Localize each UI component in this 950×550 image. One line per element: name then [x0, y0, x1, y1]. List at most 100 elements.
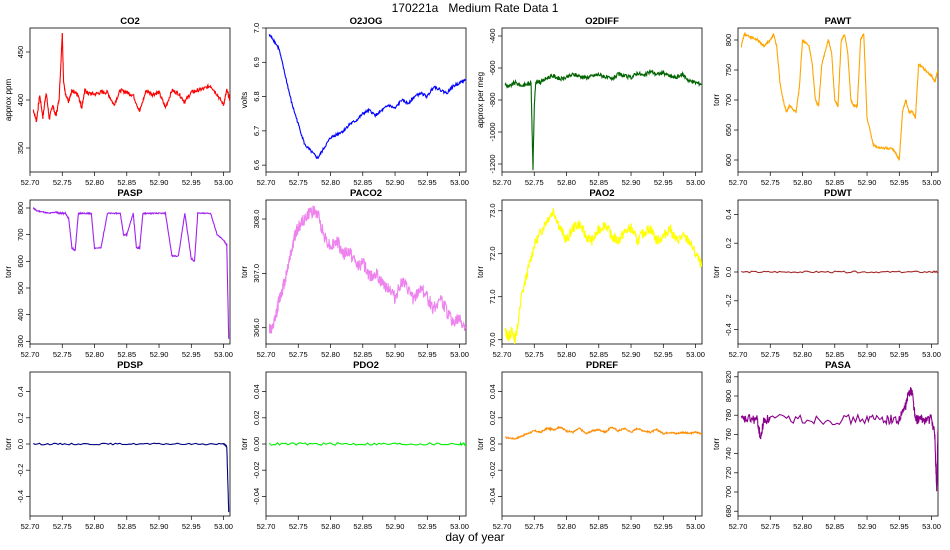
panel-title: PASP — [117, 188, 143, 199]
y-tick-label: 6.8 — [252, 91, 261, 101]
y-tick-label: 700 — [724, 486, 733, 499]
x-tick-label: 52.75 — [525, 178, 544, 187]
x-tick-label: 53.00 — [450, 350, 469, 359]
x-tick-label: 52.75 — [289, 178, 308, 187]
y-tick-label: -800 — [488, 92, 497, 107]
x-tick-label: 52.95 — [890, 178, 909, 187]
x-tick-label: 52.80 — [557, 178, 576, 187]
panel-title: PDWT — [824, 188, 852, 199]
x-tick-label: 53.00 — [922, 178, 941, 187]
series-line — [268, 441, 466, 447]
x-tick-label: 52.90 — [150, 350, 169, 359]
y-tick-label: 0.4 — [724, 209, 733, 219]
y-tick-label: 350 — [16, 142, 25, 155]
y-tick-label: 650 — [724, 124, 733, 137]
x-tick-label: 52.85 — [589, 178, 608, 187]
y-tick-label: -0.4 — [724, 323, 733, 336]
x-tick-label: 53.00 — [214, 522, 233, 531]
panel-pdwt: PDWT 52.70 52.75 52.80 52.85 52.90 52.95 53.00 -… — [712, 188, 941, 359]
x-tick-label: 53.00 — [686, 350, 705, 359]
y-tick-label: 700 — [724, 94, 733, 107]
y-tick-label: 780 — [724, 409, 733, 422]
x-tick-label: 52.70 — [729, 350, 748, 359]
x-tick-label: 52.95 — [418, 178, 437, 187]
x-tick-label: 52.95 — [182, 350, 201, 359]
y-tick-label: 0.00 — [252, 437, 261, 452]
y-axis-label: torr — [4, 438, 13, 450]
y-tick-label: 820 — [724, 371, 733, 384]
x-tick-label: 52.90 — [386, 350, 405, 359]
x-tick-label: 52.85 — [353, 522, 372, 531]
y-tick-label: 800 — [16, 202, 25, 215]
y-tick-label: 0.00 — [488, 437, 497, 452]
x-tick-label: 52.75 — [53, 350, 72, 359]
y-tick-label: -0.2 — [724, 294, 733, 307]
panel-pao2: PAO2 52.70 52.75 52.80 52.85 52.90 52.95 53.00 7… — [476, 188, 705, 359]
x-tick-label: 52.90 — [150, 522, 169, 531]
x-tick-label: 53.00 — [686, 178, 705, 187]
y-tick-label: 800 — [724, 390, 733, 403]
panel-title: PDSP — [117, 360, 144, 371]
panel-pasa: PASA 52.70 52.75 52.80 52.85 52.90 52.95 53.00 6… — [712, 360, 941, 531]
y-tick-label: 0.04 — [488, 384, 497, 399]
x-tick-label: 52.90 — [622, 350, 641, 359]
x-tick-label: 52.95 — [182, 178, 201, 187]
x-tick-label: 52.80 — [793, 522, 812, 531]
x-tick-label: 52.70 — [21, 522, 40, 531]
plot-frame — [29, 199, 231, 345]
y-tick-label: -0.02 — [252, 462, 261, 479]
x-tick-label: 52.90 — [622, 178, 641, 187]
series-line — [740, 387, 938, 492]
x-tick-label: 52.70 — [493, 178, 512, 187]
x-tick-label: 52.80 — [85, 178, 104, 187]
y-tick-label: 800 — [724, 34, 733, 47]
plot-frame — [501, 199, 703, 345]
y-tick-label: 72.0 — [488, 246, 497, 261]
y-tick-label: 400 — [16, 94, 25, 107]
x-tick-label: 52.75 — [525, 350, 544, 359]
y-tick-label: -1200 — [488, 154, 497, 173]
y-tick-label: 680 — [724, 505, 733, 518]
series-line — [504, 207, 702, 344]
panel-title: PASA — [825, 360, 851, 371]
y-tick-label: -400 — [488, 28, 497, 43]
x-tick-label: 52.85 — [825, 178, 844, 187]
y-tick-label: 0.2 — [16, 413, 25, 423]
x-tick-label: 53.00 — [214, 350, 233, 359]
panel-title: PAWT — [825, 16, 852, 27]
x-tick-label: 53.00 — [450, 178, 469, 187]
y-axis-label: torr — [712, 94, 721, 106]
x-tick-label: 52.75 — [761, 522, 780, 531]
y-axis-label: torr — [476, 266, 485, 278]
y-tick-label: -1000 — [488, 122, 497, 141]
y-tick-label: 740 — [724, 447, 733, 460]
series-line — [504, 68, 702, 171]
x-tick-label: 52.85 — [117, 350, 136, 359]
panel-title: PDREF — [586, 360, 618, 371]
x-tick-label: 52.75 — [761, 178, 780, 187]
y-tick-label: 0.2 — [724, 238, 733, 248]
x-tick-label: 53.00 — [686, 522, 705, 531]
y-tick-label: -0.04 — [252, 488, 261, 505]
panel-title: O2JOG — [350, 16, 383, 27]
plot-frame — [29, 27, 231, 173]
series-line — [505, 425, 702, 440]
y-tick-label: 600 — [724, 154, 733, 167]
x-tick-label: 52.70 — [257, 178, 276, 187]
y-tick-label: 720 — [724, 467, 733, 480]
plot-frame — [265, 27, 467, 173]
x-tick-label: 52.90 — [622, 522, 641, 531]
y-tick-label: 0.0 — [16, 439, 25, 449]
panel-o2jog: O2JOG 52.70 52.75 52.80 52.85 52.90 52.95 53.00… — [240, 16, 469, 187]
x-tick-label: 53.00 — [214, 178, 233, 187]
y-tick-label: 760 — [724, 428, 733, 441]
y-axis-label: torr — [4, 266, 13, 278]
y-axis-label: torr — [240, 438, 249, 450]
y-tick-label: 600 — [16, 255, 25, 268]
panel-title: PDO2 — [353, 360, 379, 371]
plot-frame — [265, 199, 467, 345]
x-tick-label: 52.90 — [150, 178, 169, 187]
x-tick-label: 52.90 — [858, 522, 877, 531]
